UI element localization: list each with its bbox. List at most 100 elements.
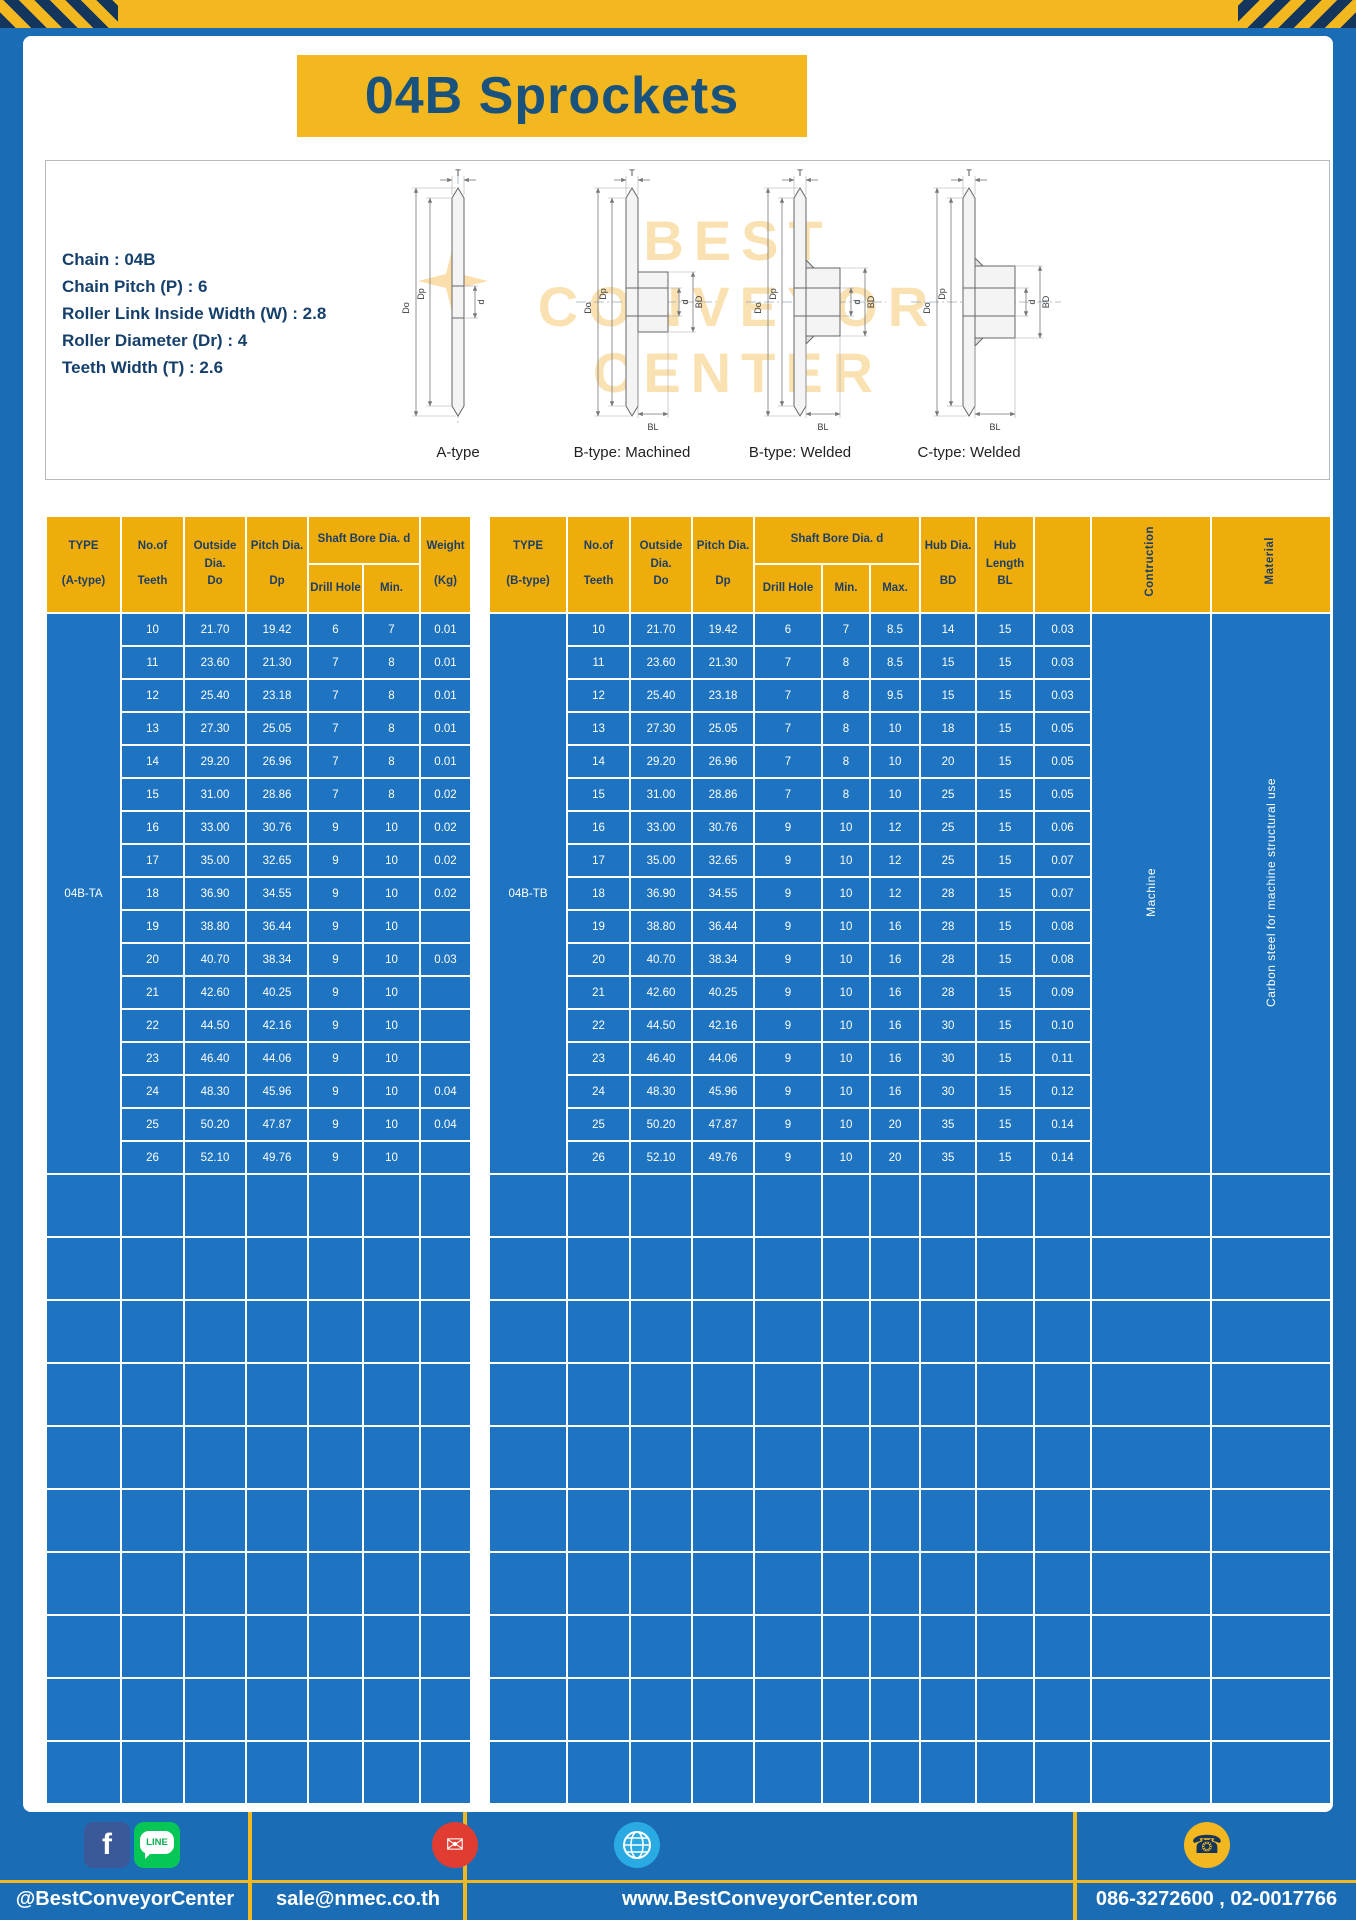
data-cell: 7 bbox=[307, 711, 364, 746]
empty-cell bbox=[488, 1740, 568, 1805]
empty-cell bbox=[183, 1299, 247, 1364]
empty-cell bbox=[868, 1362, 922, 1427]
empty-cell bbox=[120, 1173, 185, 1238]
data-cell: 46.40 bbox=[183, 1041, 247, 1076]
data-cell: 15 bbox=[975, 777, 1036, 812]
data-cell: 16 bbox=[120, 810, 185, 845]
data-cell: 14 bbox=[120, 744, 185, 779]
data-cell: 9 bbox=[753, 1041, 823, 1076]
table-row: 19 38.80 36.44 9 10 bbox=[46, 909, 472, 944]
phone-glyph: ☎ bbox=[1191, 1831, 1223, 1859]
data-cell: 7 bbox=[307, 777, 364, 812]
empty-cell bbox=[307, 1362, 364, 1427]
data-cell: 30.76 bbox=[691, 810, 755, 845]
data-cell: 7 bbox=[753, 777, 823, 812]
data-cell: 9 bbox=[307, 1074, 364, 1109]
data-cell: 9 bbox=[307, 1041, 364, 1076]
table-row: 24 48.30 45.96 9 10 16 30 15 0.12 bbox=[489, 1074, 1331, 1109]
data-cell: 0.02 bbox=[419, 777, 472, 812]
empty-row bbox=[488, 1677, 1333, 1742]
data-cell: 15 bbox=[120, 777, 185, 812]
empty-cell bbox=[629, 1362, 693, 1427]
empty-cell bbox=[868, 1236, 922, 1301]
empty-cell bbox=[691, 1740, 755, 1805]
data-cell: 0.03 bbox=[1033, 645, 1093, 680]
data-cell: 8.5 bbox=[868, 645, 922, 680]
empty-cell bbox=[45, 1173, 122, 1238]
dim-label-bd: BD bbox=[866, 295, 876, 308]
empty-cell bbox=[566, 1299, 631, 1364]
empty-cell bbox=[821, 1425, 871, 1490]
data-cell: 11 bbox=[120, 645, 185, 680]
data-cell: 24 bbox=[566, 1074, 631, 1109]
empty-cell bbox=[821, 1740, 871, 1805]
empty-cell bbox=[45, 1236, 122, 1301]
data-cell: 52.10 bbox=[183, 1140, 247, 1175]
empty-cell bbox=[566, 1362, 631, 1427]
empty-cell bbox=[419, 1425, 472, 1490]
diagram-b-type-welded: T Do Dp d BD BL bbox=[746, 168, 886, 432]
a-table-header: TYPE (A-type) No.of Teeth Outside Dia. D… bbox=[45, 515, 472, 614]
empty-cell bbox=[1090, 1677, 1213, 1742]
empty-cell bbox=[362, 1614, 421, 1679]
empty-row bbox=[488, 1614, 1333, 1679]
table-row: 15 31.00 28.86 7 8 10 25 15 0.05 bbox=[489, 777, 1331, 812]
data-cell: 9 bbox=[753, 876, 823, 911]
a-type-sprocket-table: TYPE (A-type) No.of Teeth Outside Dia. D… bbox=[45, 515, 472, 1805]
data-cell: 7 bbox=[307, 744, 364, 779]
empty-cell bbox=[245, 1740, 309, 1805]
data-cell: 11 bbox=[566, 645, 631, 680]
empty-cell bbox=[45, 1614, 122, 1679]
data-cell: 32.65 bbox=[691, 843, 755, 878]
data-cell bbox=[419, 1140, 472, 1175]
data-cell: 31.00 bbox=[183, 777, 247, 812]
table-row: 11 23.60 21.30 7 8 8.5 15 15 0.03 bbox=[489, 645, 1331, 680]
col-header-min: Min. bbox=[821, 563, 871, 614]
empty-cell bbox=[362, 1299, 421, 1364]
empty-cell bbox=[245, 1551, 309, 1616]
data-cell: 0.03 bbox=[419, 942, 472, 977]
empty-row bbox=[488, 1362, 1333, 1427]
empty-cell bbox=[419, 1299, 472, 1364]
data-cell: 25.40 bbox=[629, 678, 693, 713]
empty-row bbox=[45, 1299, 472, 1364]
empty-cell bbox=[919, 1551, 978, 1616]
data-cell: 0.05 bbox=[1033, 777, 1093, 812]
table-row: 22 44.50 42.16 9 10 bbox=[46, 1008, 472, 1043]
empty-cell bbox=[307, 1740, 364, 1805]
data-cell: 25.05 bbox=[245, 711, 309, 746]
hazard-stripes-right-icon bbox=[1238, 0, 1356, 28]
data-cell: 26 bbox=[566, 1140, 631, 1175]
data-cell: 20 bbox=[919, 744, 978, 779]
data-cell: 0.09 bbox=[1033, 975, 1093, 1010]
data-cell: 36.90 bbox=[629, 876, 693, 911]
page-title: 04B Sprockets bbox=[364, 67, 740, 125]
data-cell: 40.25 bbox=[245, 975, 309, 1010]
data-cell: 7 bbox=[362, 612, 421, 647]
data-cell: 26.96 bbox=[245, 744, 309, 779]
empty-cell bbox=[1033, 1236, 1093, 1301]
data-cell: 15 bbox=[975, 975, 1036, 1010]
data-cell: 28 bbox=[919, 876, 978, 911]
empty-cell bbox=[868, 1614, 922, 1679]
spec-line-pitch: Chain Pitch (P) : 6 bbox=[62, 277, 208, 296]
dim-label-bd: BD bbox=[1041, 295, 1051, 308]
data-cell: 35.00 bbox=[183, 843, 247, 878]
footer-divider bbox=[1073, 1812, 1077, 1920]
empty-cell bbox=[629, 1299, 693, 1364]
dim-label-dp: Dp bbox=[768, 288, 778, 300]
empty-row bbox=[45, 1740, 472, 1805]
data-cell: 12 bbox=[868, 876, 922, 911]
empty-cell bbox=[753, 1236, 823, 1301]
empty-cell bbox=[45, 1740, 122, 1805]
empty-cell bbox=[975, 1614, 1036, 1679]
data-cell: 10 bbox=[821, 1041, 871, 1076]
globe-icon bbox=[614, 1822, 660, 1868]
empty-cell bbox=[488, 1362, 568, 1427]
data-cell: 7 bbox=[753, 744, 823, 779]
data-cell: 36.90 bbox=[183, 876, 247, 911]
data-cell: 10 bbox=[821, 876, 871, 911]
empty-cell bbox=[629, 1173, 693, 1238]
data-cell: 25 bbox=[919, 843, 978, 878]
data-cell: 23 bbox=[120, 1041, 185, 1076]
